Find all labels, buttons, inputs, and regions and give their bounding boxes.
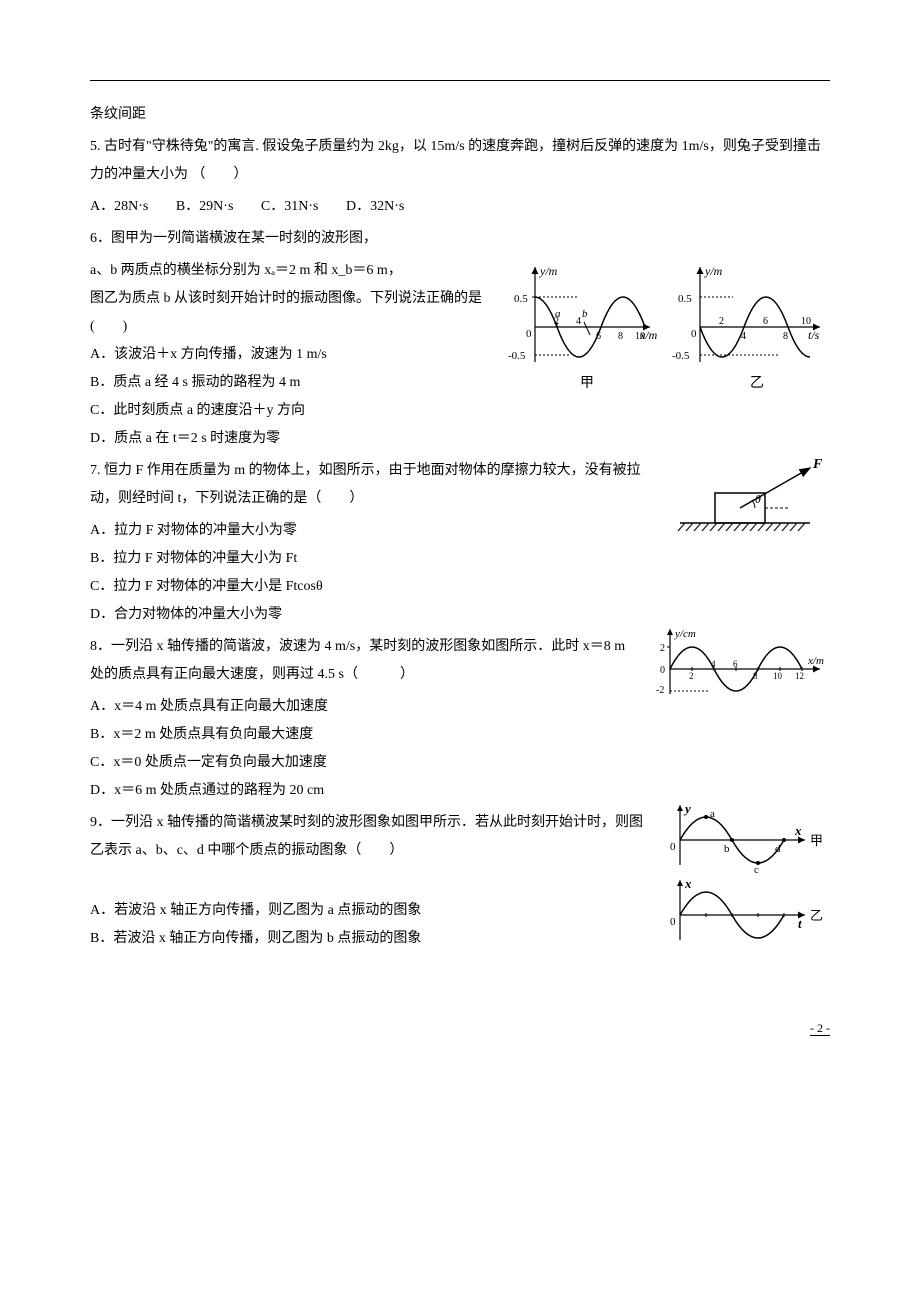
q6-figure: y/m x/m 0.5 0 -0.5 2 4 6 8 10 a b 甲 y/m … <box>500 257 830 408</box>
svg-text:8: 8 <box>618 331 623 342</box>
q7-figure: θ F <box>660 453 830 554</box>
q5-stem: 5. 古时有"守株待兔"的寓言. 假设兔子质量约为 2kg，以 15m/s 的速… <box>90 133 830 189</box>
svg-text:6: 6 <box>596 331 601 342</box>
q6-yi-label: 乙 <box>750 375 764 391</box>
q9-figure: y x 0 a b c d 甲 x t 0 乙 <box>660 805 830 966</box>
svg-text:-0.5: -0.5 <box>672 350 690 362</box>
q5-options: A．28N·s B．29N·s C．31N·s D．32N·s <box>90 193 830 221</box>
q7-theta: θ <box>755 492 761 506</box>
svg-text:d: d <box>775 843 781 855</box>
svg-text:2: 2 <box>719 316 724 327</box>
q5-opt-d: D．32N·s <box>346 199 404 214</box>
q9-jia-x: x <box>794 823 802 838</box>
svg-text:0.5: 0.5 <box>514 293 528 305</box>
fragment-top: 条纹间距 <box>90 101 830 129</box>
svg-text:0: 0 <box>526 328 532 340</box>
svg-text:a: a <box>710 808 715 820</box>
svg-text:10: 10 <box>635 331 645 342</box>
q6-jia-ylabel: y/m <box>539 264 558 278</box>
q6-stem-a: 6．图甲为一列简谐横波在某一时刻的波形图， <box>90 225 830 253</box>
svg-text:0: 0 <box>660 665 665 676</box>
q9-jia-y: y <box>683 805 691 816</box>
q9-yi-x: x <box>684 876 692 891</box>
svg-text:0: 0 <box>670 916 676 928</box>
q7-opt-d: D．合力对物体的冲量大小为零 <box>90 601 830 629</box>
q8-xlabel: x/m <box>807 655 824 667</box>
svg-text:-0.5: -0.5 <box>508 350 526 362</box>
svg-text:0: 0 <box>691 328 697 340</box>
q8-opt-b: B．x＝2 m 处质点具有负向最大速度 <box>90 721 830 749</box>
q8-opt-d: D．x＝6 m 处质点通过的路程为 20 cm <box>90 777 830 805</box>
svg-text:8: 8 <box>783 331 788 342</box>
svg-text:-2: -2 <box>656 685 664 696</box>
svg-text:12: 12 <box>795 671 804 681</box>
svg-text:c: c <box>754 864 759 876</box>
q9-jia-label: 甲 <box>810 833 823 848</box>
svg-text:10: 10 <box>773 671 783 681</box>
q9-yi-label: 乙 <box>810 908 823 923</box>
svg-text:2: 2 <box>689 671 694 681</box>
page-number: - 2 - <box>90 1016 830 1040</box>
q5-opt-a: A．28N·s <box>90 199 148 214</box>
q8-figure: y/cm x/m 2 0 -2 2 4 6 8 10 12 <box>650 629 830 720</box>
q6-a-label: a <box>555 308 561 320</box>
q8-ylabel: y/cm <box>674 629 696 640</box>
q6-yi-tlabel: t/s <box>808 328 820 342</box>
q5-opt-b: B．29N·s <box>176 199 234 214</box>
svg-text:6: 6 <box>763 316 768 327</box>
svg-text:0: 0 <box>670 841 676 853</box>
svg-text:4: 4 <box>576 316 581 327</box>
q6-jia-label: 甲 <box>580 376 594 391</box>
q6-opt-d: D．质点 a 在 t＝2 s 时速度为零 <box>90 425 830 453</box>
q6-yi-ylabel: y/m <box>704 264 723 278</box>
svg-text:b: b <box>724 843 730 855</box>
q7-F: F <box>812 457 823 472</box>
svg-text:0.5: 0.5 <box>678 293 692 305</box>
q9-yi-t: t <box>798 916 802 931</box>
q6-b-label: b <box>582 308 588 320</box>
q7-opt-c: C．拉力 F 对物体的冲量大小是 Ftcosθ <box>90 573 830 601</box>
svg-text:10: 10 <box>801 316 811 327</box>
svg-text:4: 4 <box>741 331 746 342</box>
svg-text:8: 8 <box>753 671 758 681</box>
svg-text:2: 2 <box>660 643 665 654</box>
q8-opt-c: C．x＝0 处质点一定有负向最大加速度 <box>90 749 830 777</box>
q5-opt-c: C．31N·s <box>261 199 319 214</box>
